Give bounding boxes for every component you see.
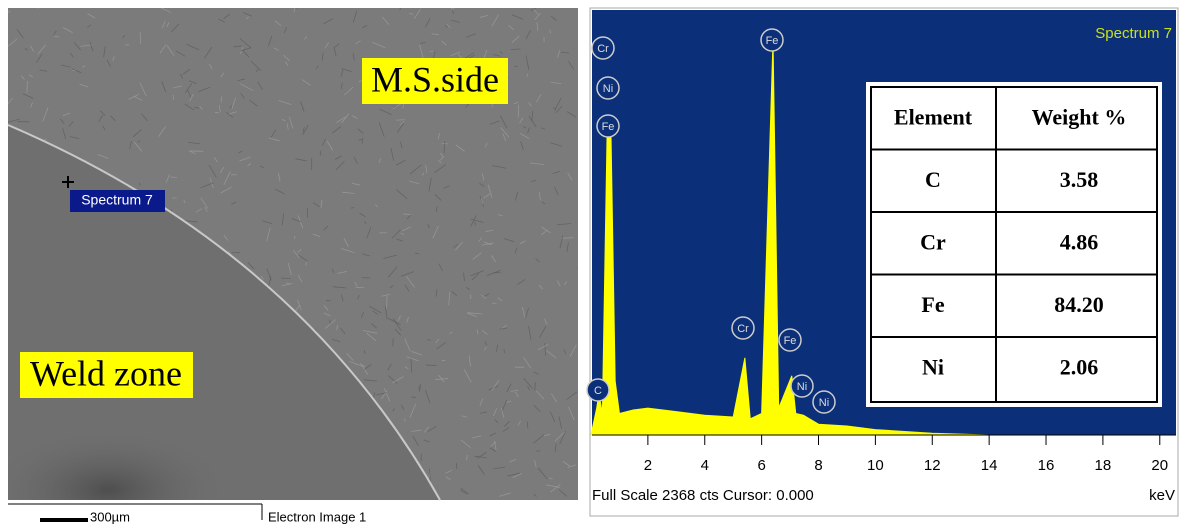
- table-bg: [866, 82, 1162, 407]
- texture-stroke: [532, 0, 533, 8]
- x-axis-label: keV: [1149, 487, 1175, 504]
- texture-stroke: [578, 497, 581, 505]
- peak-label: Fe: [766, 35, 779, 47]
- weld-label: Weld zone: [30, 353, 182, 393]
- texture-stroke: [536, 451, 540, 452]
- x-tick-label: 8: [814, 457, 822, 474]
- peak-label: Ni: [819, 397, 829, 409]
- table-cell: Fe: [921, 292, 944, 317]
- texture-stroke: [215, 112, 219, 113]
- scale-bar: [40, 518, 88, 522]
- peak-label: Cr: [737, 323, 749, 335]
- table-cell: Ni: [922, 355, 944, 380]
- x-tick-label: 18: [1095, 457, 1112, 474]
- texture-stroke: [468, 0, 469, 8]
- caption: Electron Image 1: [268, 509, 366, 524]
- texture-stroke: [527, 422, 528, 429]
- table-cell: Element: [894, 105, 973, 130]
- table: Element Weight % C 3.58 Cr 4.86 Fe 84.20 Ni 2.06: [866, 82, 1162, 407]
- peak-label: Ni: [603, 83, 613, 95]
- peak-label: Fe: [602, 121, 615, 133]
- x-tick-label: 12: [924, 457, 941, 474]
- x-tick-label: 2: [644, 457, 652, 474]
- table-cell: C: [925, 167, 941, 192]
- texture-stroke: [7, 461, 8, 466]
- x-tick-label: 14: [981, 457, 998, 474]
- peak-label: Cr: [597, 43, 609, 55]
- table-cell: Weight %: [1032, 105, 1127, 130]
- peak-label: Fe: [784, 335, 797, 347]
- table-cell: 4.86: [1060, 230, 1099, 255]
- x-tick-label: 20: [1151, 457, 1168, 474]
- x-tick-label: 16: [1038, 457, 1055, 474]
- table-cell: 84.20: [1054, 292, 1104, 317]
- peak-label: C: [594, 385, 602, 397]
- figure: M.S.side Weld zone Spectrum 7 300µm Elec…: [0, 0, 1180, 527]
- texture-stroke: [38, 0, 45, 9]
- figure-svg: M.S.side Weld zone Spectrum 7 300µm Elec…: [0, 0, 1180, 527]
- spectrum-title: Spectrum 7: [1095, 25, 1172, 42]
- x-tick-label: 10: [867, 457, 884, 474]
- table-cell: 3.58: [1060, 167, 1099, 192]
- texture-stroke: [0, 295, 8, 306]
- texture-stroke: [577, 267, 587, 268]
- scale-label: 300µm: [90, 509, 130, 524]
- x-tick-label: 6: [757, 457, 765, 474]
- footer: Full Scale 2368 cts Cursor: 0.000: [592, 487, 814, 504]
- table-cell: Cr: [920, 230, 946, 255]
- table-cell: 2.06: [1060, 355, 1099, 380]
- texture-stroke: [173, 95, 174, 100]
- peak-label: Ni: [797, 381, 807, 393]
- x-tick-label: 4: [701, 457, 709, 474]
- spectrum-label: Spectrum 7: [81, 192, 153, 208]
- ms-label: M.S.side: [371, 59, 499, 99]
